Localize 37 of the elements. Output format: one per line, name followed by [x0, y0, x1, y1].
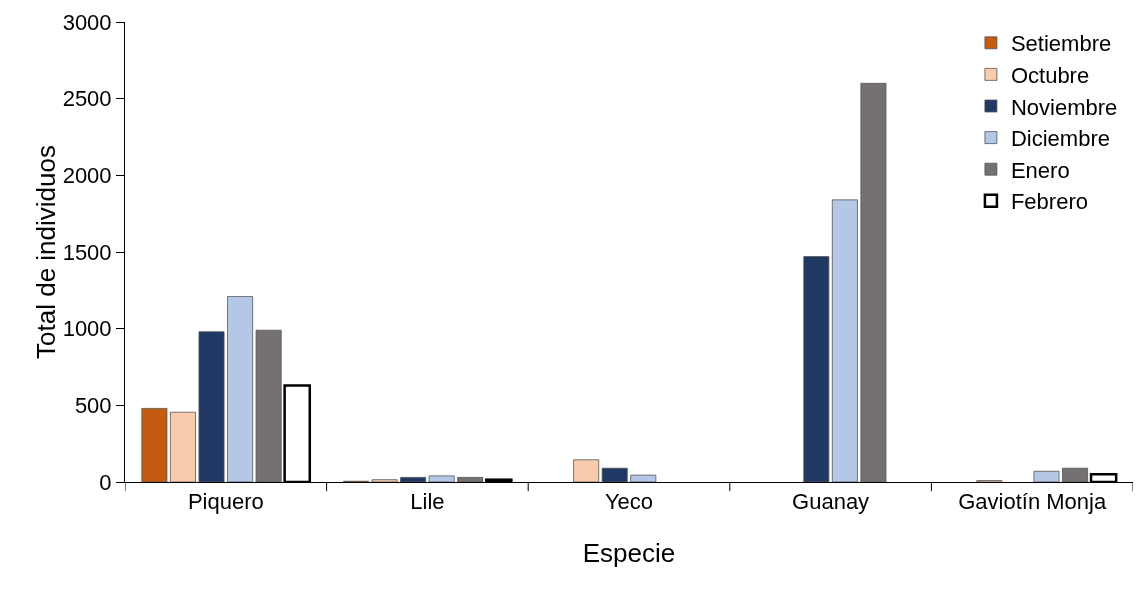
bar	[573, 459, 600, 482]
x-tick-label: Piquero	[187, 489, 264, 515]
bar	[255, 329, 282, 482]
bar	[400, 477, 427, 482]
x-tick-label: Gaviotín Monja	[958, 489, 1107, 515]
legend-label: Diciembre	[1010, 126, 1110, 152]
bar	[601, 467, 628, 482]
bar	[141, 408, 168, 482]
bar	[1062, 467, 1089, 482]
bar	[457, 477, 484, 482]
bar	[1033, 470, 1060, 482]
y-tick-label: 1000	[62, 316, 112, 342]
bar	[630, 474, 657, 482]
legend-label: Enero	[1010, 157, 1070, 183]
y-tick-label: 2000	[62, 163, 112, 189]
legend-label: Setiembre	[1010, 31, 1112, 57]
legend-label: Octubre	[1010, 62, 1090, 88]
bar	[227, 296, 254, 482]
x-tick-label: Lile	[410, 489, 445, 515]
x-tick-label: Yeco	[604, 489, 654, 515]
y-tick-label: 1500	[62, 239, 112, 265]
y-tick-label: 2500	[62, 86, 112, 112]
bar	[169, 411, 196, 482]
x-tick-label: Guanay	[792, 489, 870, 515]
x-axis-title: Especie	[582, 538, 676, 569]
y-axis-title: Total de individuos	[30, 145, 61, 359]
bar	[371, 479, 398, 482]
bar	[860, 82, 887, 482]
bar	[831, 199, 858, 482]
bar	[803, 256, 830, 482]
y-tick-label: 3000	[62, 9, 112, 35]
y-tick-label: 500	[74, 393, 112, 419]
legend-label: Febrero	[1010, 189, 1088, 215]
legend-label: Noviembre	[1010, 94, 1118, 120]
bar	[428, 475, 455, 482]
y-tick-label: 0	[99, 469, 112, 495]
bar	[198, 331, 225, 482]
